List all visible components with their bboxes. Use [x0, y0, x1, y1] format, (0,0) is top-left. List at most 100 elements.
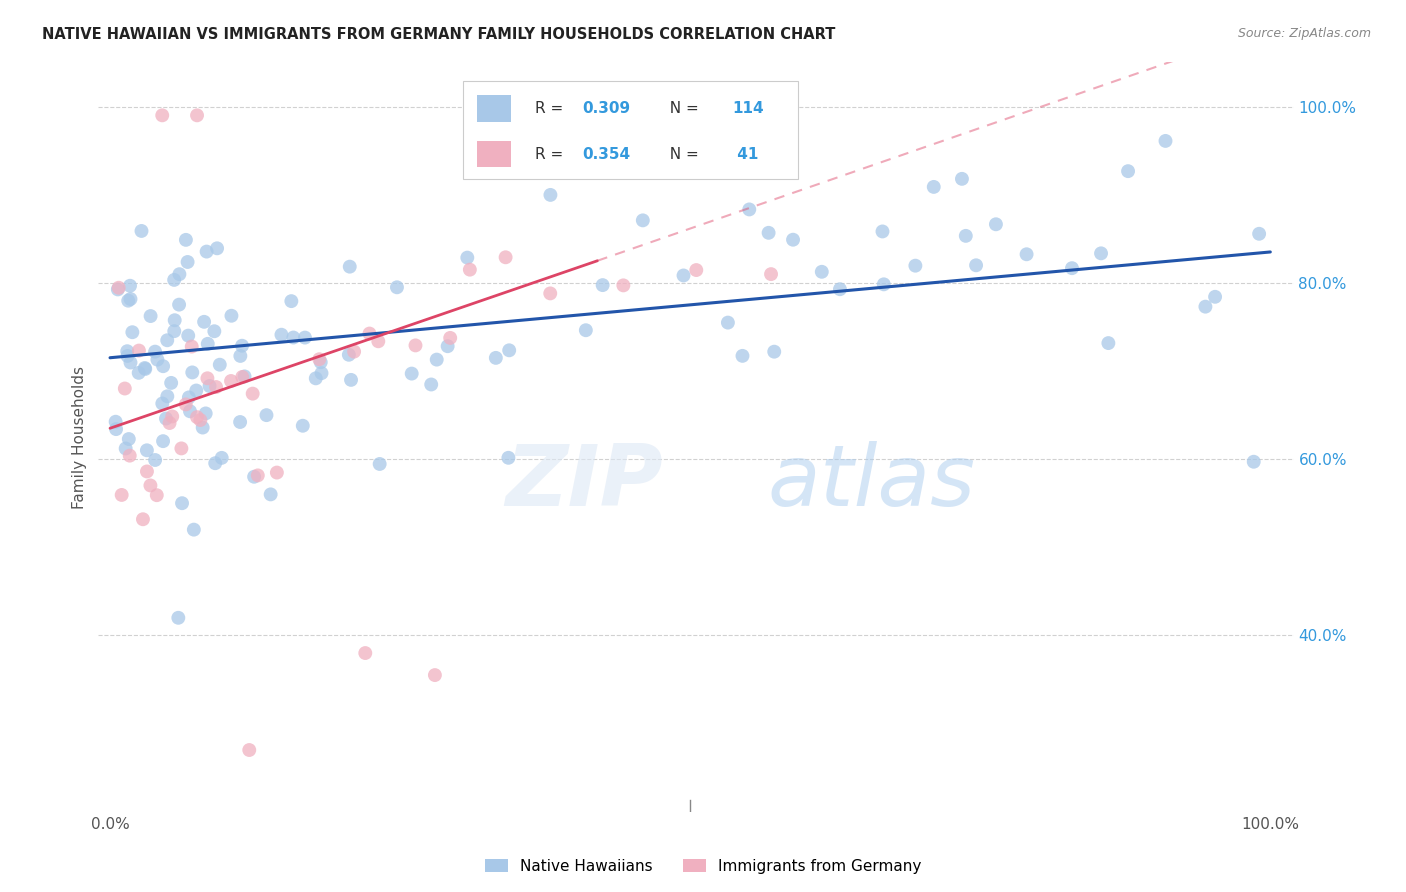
Text: 114: 114 — [733, 101, 763, 116]
Point — [150, 108, 173, 122]
Text: Source: ZipAtlas.com: Source: ZipAtlas.com — [1237, 27, 1371, 40]
Point — [194, 406, 217, 420]
Point — [305, 371, 328, 385]
Point — [233, 369, 256, 384]
Point — [139, 309, 162, 323]
Point — [759, 267, 782, 281]
Point — [612, 278, 634, 293]
Point — [159, 416, 181, 430]
Point — [198, 379, 221, 393]
Point — [160, 376, 183, 390]
Point — [170, 496, 193, 510]
Point — [1116, 164, 1139, 178]
Point — [731, 349, 754, 363]
Point — [177, 328, 200, 343]
Point — [1194, 300, 1216, 314]
Point — [538, 286, 561, 301]
Point — [423, 668, 446, 682]
Point — [738, 202, 761, 217]
Point — [146, 488, 169, 502]
Text: 0.354: 0.354 — [582, 146, 630, 161]
Point — [186, 384, 208, 398]
Point — [105, 422, 128, 436]
Point — [143, 344, 166, 359]
Point — [111, 488, 134, 502]
Point — [575, 323, 598, 337]
Point — [211, 450, 233, 465]
Point — [242, 386, 264, 401]
Point — [717, 316, 740, 330]
Point — [1097, 336, 1119, 351]
Point — [922, 180, 945, 194]
Point — [1060, 261, 1083, 276]
Point — [231, 370, 253, 384]
Point — [205, 241, 228, 255]
Point — [343, 344, 366, 359]
Point — [107, 282, 129, 296]
Point — [280, 294, 302, 309]
Legend: Native Hawaiians, Immigrants from Germany: Native Hawaiians, Immigrants from German… — [478, 853, 928, 880]
Point — [243, 469, 266, 483]
Text: N =: N = — [661, 101, 704, 116]
Point — [337, 348, 360, 362]
Point — [311, 366, 333, 380]
Point — [163, 324, 186, 338]
Point — [782, 233, 804, 247]
Point — [810, 265, 832, 279]
Point — [229, 415, 252, 429]
Point — [485, 351, 508, 365]
Point — [1249, 227, 1271, 241]
Point — [291, 418, 314, 433]
Point — [150, 396, 173, 410]
Point — [136, 465, 159, 479]
Point — [221, 309, 243, 323]
Text: NATIVE HAWAIIAN VS IMMIGRANTS FROM GERMANY FAMILY HOUSEHOLDS CORRELATION CHART: NATIVE HAWAIIAN VS IMMIGRANTS FROM GERMA… — [42, 27, 835, 42]
Point — [202, 324, 225, 338]
Point — [950, 171, 973, 186]
Point — [114, 442, 136, 456]
Point — [114, 382, 136, 396]
Bar — [477, 141, 510, 168]
Point — [134, 362, 156, 376]
Text: 0.309: 0.309 — [582, 101, 630, 116]
Point — [592, 278, 614, 293]
Point — [219, 374, 242, 388]
Point — [156, 389, 179, 403]
Point — [204, 456, 226, 470]
Point — [495, 250, 517, 264]
Point — [229, 349, 252, 363]
Point — [354, 646, 377, 660]
Point — [367, 334, 389, 349]
Point — [238, 743, 260, 757]
Point — [231, 339, 253, 353]
Point — [538, 188, 561, 202]
Point — [181, 366, 204, 380]
Point — [368, 457, 391, 471]
Point — [118, 278, 141, 293]
Point — [155, 411, 177, 425]
Point — [193, 315, 215, 329]
Point — [1243, 455, 1265, 469]
Point — [107, 281, 129, 295]
Point — [163, 313, 186, 327]
Point — [685, 263, 707, 277]
Text: 41: 41 — [733, 146, 758, 161]
Point — [128, 366, 150, 380]
Point — [186, 108, 208, 122]
Point — [205, 380, 228, 394]
Point — [246, 468, 269, 483]
Point — [180, 340, 202, 354]
Point — [146, 352, 169, 367]
Text: R =: R = — [534, 101, 568, 116]
Point — [115, 344, 138, 359]
Point — [163, 273, 186, 287]
Point — [120, 292, 142, 306]
Text: R =: R = — [534, 146, 568, 161]
Text: ZIP: ZIP — [505, 441, 662, 524]
Point — [143, 453, 166, 467]
Point — [131, 224, 153, 238]
Point — [167, 611, 190, 625]
Point — [176, 255, 198, 269]
Point — [139, 478, 162, 492]
Point — [385, 280, 408, 294]
